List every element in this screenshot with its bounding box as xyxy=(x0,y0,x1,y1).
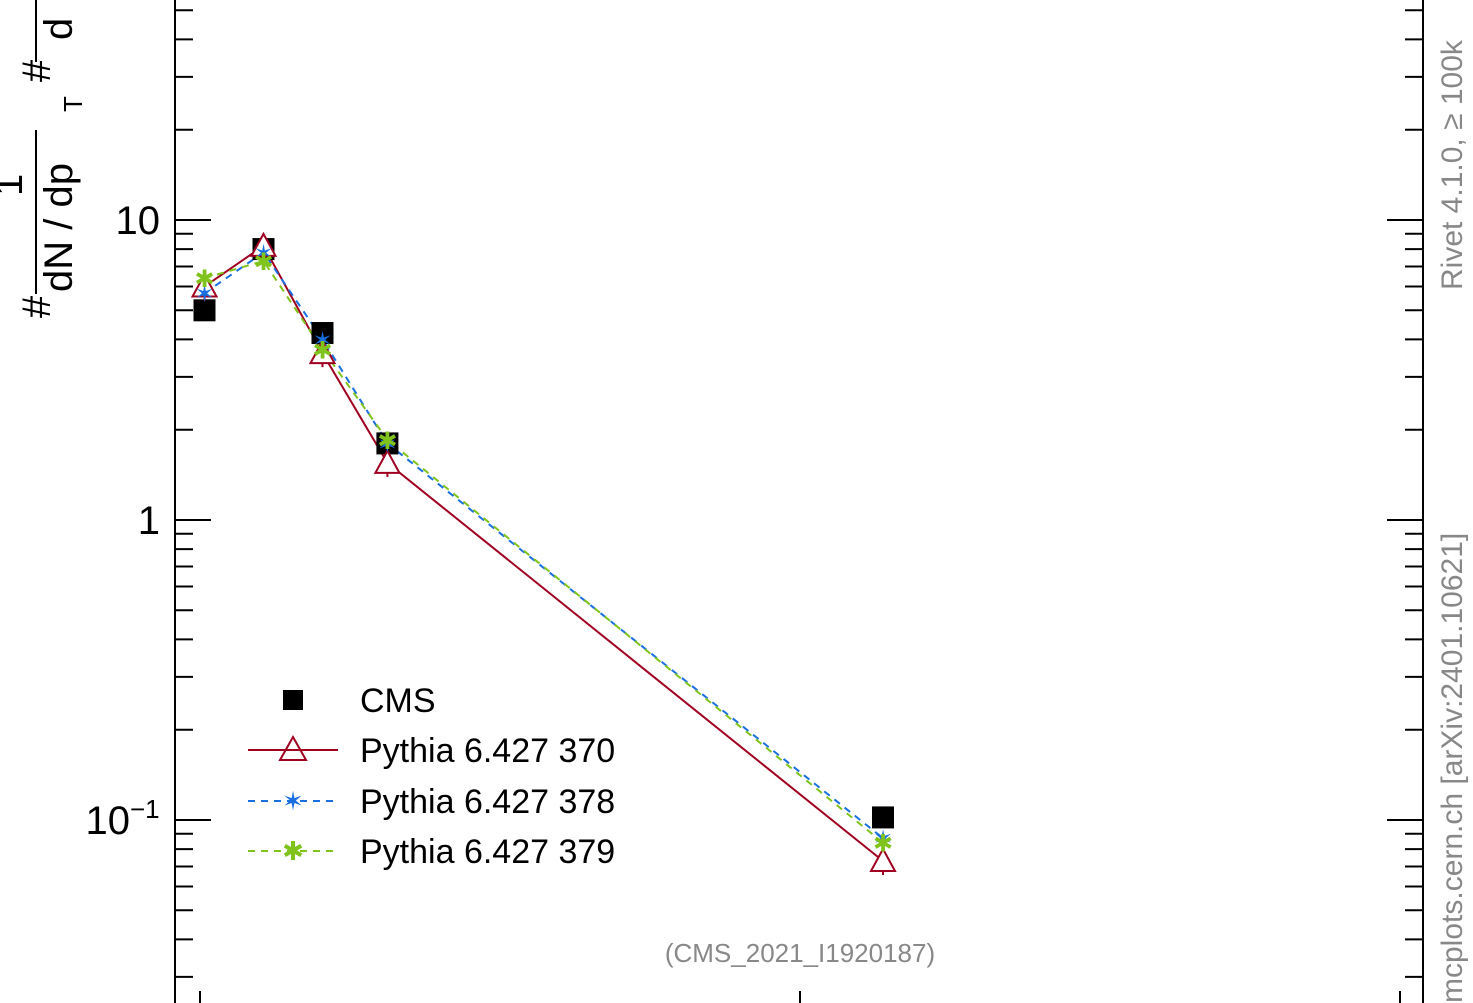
ylabel-denominator: dN / dp xyxy=(37,163,81,292)
data-point-pythia-6-427-370 xyxy=(190,272,219,298)
data-point-cms xyxy=(872,806,894,829)
series-line-pythia-6-427-379 xyxy=(204,259,884,844)
data-point-pythia-6-427-379: ✱ xyxy=(194,266,214,293)
y-tick-label: 10 xyxy=(86,799,131,843)
side-text-top: Rivet 4.1.0, ≥ 100k xyxy=(1436,39,1469,290)
legend-marker-370 xyxy=(278,734,308,761)
side-text-bottom: mcplots.cern.ch [arXiv:2401.10621] xyxy=(1436,533,1469,1003)
ylabel-numerator-top: 1 xyxy=(0,174,31,196)
y-axis-label: # 1 dN / dp T # d xyxy=(0,0,88,318)
legend: CMS Pythia 6.427 370 ✶ Pythia 6.427 378 … xyxy=(248,682,615,871)
legend-marker-379: ✱ xyxy=(282,836,304,866)
data-point-pythia-6-427-379: ✱ xyxy=(377,428,397,455)
data-point-pythia-6-427-378: ✶ xyxy=(253,240,273,267)
ylabel-numerator-mid: # xyxy=(15,59,59,82)
legend-label-cms: CMS xyxy=(360,682,436,720)
data-point-pythia-6-427-370 xyxy=(869,846,897,873)
data-point-pythia-6-427-370 xyxy=(249,231,278,257)
y-tick-label-exponent: −1 xyxy=(130,794,160,824)
ylabel-right-fragment: d xyxy=(37,18,81,40)
data-point-pythia-6-427-370 xyxy=(308,339,337,365)
data-point-pythia-6-427-378: ✶ xyxy=(873,826,893,853)
data-point-cms xyxy=(311,322,334,345)
data-point-pythia-6-427-379: ✱ xyxy=(312,338,332,365)
y-tick-label: 10 xyxy=(116,199,161,243)
data-point-pythia-6-427-378: ✶ xyxy=(377,431,397,458)
data-point-pythia-6-427-379: ✱ xyxy=(253,249,273,276)
data-point-pythia-6-427-379: ✱ xyxy=(873,831,893,858)
legend-label-378: Pythia 6.427 378 xyxy=(360,783,615,821)
series-markers: ✶✶✶✶✶✱✱✱✱✱ xyxy=(190,231,897,876)
data-point-pythia-6-427-378: ✶ xyxy=(194,281,214,308)
data-point-cms xyxy=(193,299,216,322)
ylabel-denominator-left: # xyxy=(15,295,59,318)
data-point-pythia-6-427-378: ✶ xyxy=(312,327,332,354)
legend-label-370: Pythia 6.427 370 xyxy=(360,732,615,770)
data-point-cms xyxy=(376,432,399,455)
y-tick-label: 1 xyxy=(138,499,160,543)
y-ticks xyxy=(175,9,1423,978)
data-point-pythia-6-427-370 xyxy=(373,448,402,474)
ylabel-denominator-sub: T xyxy=(58,96,88,112)
series-line-pythia-6-427-378 xyxy=(203,250,884,839)
legend-marker-cms xyxy=(283,690,303,710)
legend-label-379: Pythia 6.427 379 xyxy=(360,833,615,871)
legend-marker-378: ✶ xyxy=(282,786,304,816)
analysis-label: (CMS_2021_I1920187) xyxy=(665,938,935,968)
